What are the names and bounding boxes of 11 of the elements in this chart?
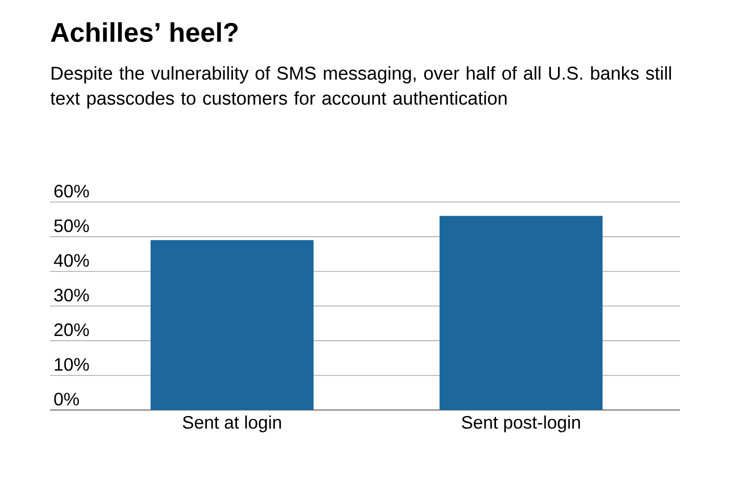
y-tick-label: 20% [54,323,89,336]
chart-title: Achilles’ heel? [50,22,238,42]
y-tick-label: 0% [54,392,79,406]
y-tick-label: 40% [54,254,89,267]
y-tick-label: 30% [54,288,89,302]
x-tick-label: Sent at login [182,416,281,432]
chart-subtitle: Despite the vulnerability of SMS messaging, over half of all U.S. banks still text passcodes to customers for account authentication [50,66,671,108]
y-tick-label: 10% [54,358,89,371]
x-tick-label: Sent post-login [462,416,580,432]
y-tick-label: 60% [54,184,89,198]
y-tick-label: 50% [54,219,89,232]
